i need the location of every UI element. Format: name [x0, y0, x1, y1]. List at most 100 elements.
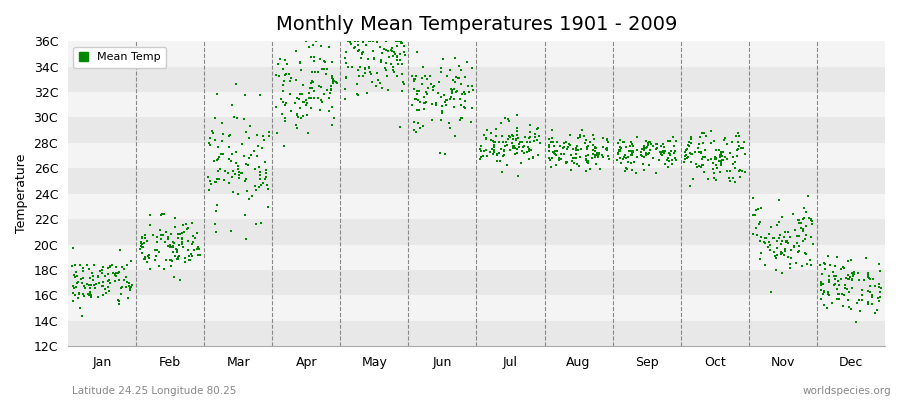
Point: [287, 100, 302, 107]
Point: [519, 139, 534, 145]
Point: [347, 44, 362, 50]
Point: [698, 130, 712, 136]
Point: [497, 146, 511, 153]
Point: [193, 252, 207, 258]
Point: [221, 144, 236, 150]
Point: [424, 80, 438, 87]
Point: [140, 259, 155, 266]
Point: [385, 53, 400, 59]
Point: [192, 246, 206, 252]
Point: [574, 127, 589, 133]
Point: [241, 195, 256, 202]
Point: [317, 91, 331, 97]
Point: [510, 146, 525, 152]
Point: [552, 157, 566, 164]
Point: [97, 273, 112, 279]
Point: [307, 58, 321, 65]
Point: [351, 41, 365, 48]
Point: [140, 238, 154, 244]
Point: [123, 284, 138, 290]
Point: [556, 151, 571, 157]
Point: [572, 162, 587, 169]
Point: [763, 289, 778, 296]
Point: [158, 229, 173, 236]
Point: [709, 155, 724, 162]
Point: [610, 157, 625, 163]
Point: [310, 69, 325, 75]
Point: [626, 149, 640, 156]
Point: [816, 260, 831, 266]
Point: [387, 49, 401, 55]
Point: [220, 170, 235, 176]
Point: [559, 160, 573, 166]
Point: [562, 132, 577, 138]
Point: [232, 172, 247, 178]
Point: [761, 238, 776, 245]
Point: [274, 96, 288, 102]
Point: [454, 67, 468, 73]
Point: [814, 271, 829, 277]
Point: [532, 133, 546, 140]
Point: [398, 52, 412, 58]
Point: [373, 79, 387, 86]
Point: [799, 250, 814, 257]
Point: [351, 92, 365, 98]
Point: [134, 239, 148, 245]
Point: [667, 143, 681, 149]
Point: [763, 223, 778, 230]
Point: [230, 163, 245, 169]
Point: [83, 275, 97, 282]
Point: [302, 130, 316, 136]
Point: [352, 46, 366, 53]
Point: [235, 170, 249, 177]
Point: [396, 78, 410, 85]
Point: [283, 91, 297, 97]
Point: [703, 128, 717, 134]
Point: [509, 125, 524, 131]
Point: [658, 148, 672, 154]
Point: [841, 258, 855, 264]
Point: [500, 162, 514, 168]
Point: [407, 78, 421, 84]
Point: [170, 248, 184, 255]
Point: [357, 69, 372, 76]
Point: [172, 242, 186, 248]
Point: [392, 50, 407, 57]
Point: [445, 89, 459, 96]
Point: [796, 216, 810, 222]
Point: [142, 255, 157, 261]
Point: [620, 166, 634, 172]
Point: [217, 177, 231, 184]
Point: [869, 307, 884, 313]
Point: [175, 235, 189, 241]
Point: [256, 145, 270, 152]
Point: [234, 140, 248, 147]
Point: [860, 272, 875, 278]
Point: [766, 235, 780, 241]
Point: [706, 138, 721, 144]
Point: [374, 59, 389, 66]
Point: [221, 180, 236, 186]
Point: [229, 160, 243, 166]
Point: [836, 264, 850, 270]
Point: [311, 83, 326, 90]
Point: [448, 133, 463, 140]
Point: [69, 273, 84, 279]
Point: [181, 224, 195, 231]
Point: [209, 179, 223, 185]
Point: [828, 262, 842, 269]
Point: [394, 61, 409, 68]
Point: [842, 272, 856, 278]
Point: [822, 272, 836, 279]
Point: [258, 174, 273, 180]
Point: [656, 141, 670, 148]
Point: [213, 151, 228, 158]
Point: [792, 217, 806, 223]
Point: [828, 276, 842, 282]
Point: [83, 289, 97, 296]
Point: [303, 53, 318, 60]
Point: [714, 162, 728, 168]
Point: [358, 42, 373, 48]
Point: [490, 151, 504, 157]
Point: [155, 210, 169, 217]
